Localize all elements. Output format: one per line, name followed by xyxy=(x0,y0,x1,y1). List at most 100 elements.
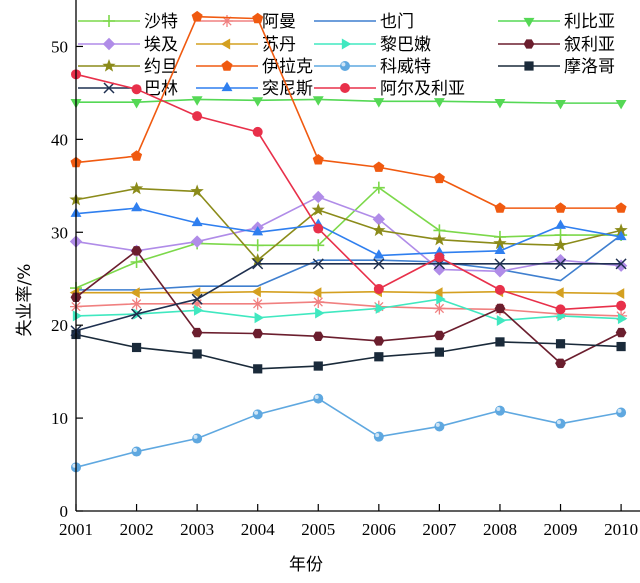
x-tick-label: 2010 xyxy=(604,520,638,539)
data-point xyxy=(555,339,566,349)
data-point xyxy=(494,258,506,270)
legend-label: 阿曼 xyxy=(262,12,296,32)
data-point xyxy=(191,293,203,305)
data-point xyxy=(131,150,143,161)
y-tick-label: 40 xyxy=(51,130,68,149)
x-tick-label: 2004 xyxy=(241,520,276,539)
data-point xyxy=(436,293,446,305)
legend-item: 摩洛哥 xyxy=(498,57,615,77)
data-point xyxy=(434,347,444,357)
legend-marker xyxy=(523,17,535,28)
data-point xyxy=(493,265,507,278)
data-point xyxy=(312,190,325,204)
data-point xyxy=(373,249,385,259)
data-point xyxy=(554,287,564,299)
data-point xyxy=(433,302,446,315)
data-point xyxy=(131,308,143,320)
data-point xyxy=(554,258,567,270)
data-point xyxy=(251,297,264,310)
x-tick-label: 2002 xyxy=(120,520,154,539)
legend-item: 科威特 xyxy=(314,57,431,77)
data-point xyxy=(434,330,445,341)
legend-item: 黎巴嫩 xyxy=(314,35,431,55)
data-point xyxy=(252,97,264,107)
data-point xyxy=(312,239,325,252)
data-point xyxy=(433,263,446,276)
data-point xyxy=(313,393,324,404)
data-point xyxy=(191,216,203,227)
data-point xyxy=(192,111,203,122)
data-point xyxy=(131,84,142,95)
legend-marker xyxy=(103,82,115,94)
legend-item: 苏丹 xyxy=(196,35,296,55)
series-line xyxy=(75,207,622,257)
data-point xyxy=(131,342,142,353)
data-point xyxy=(494,284,505,295)
data-point xyxy=(252,258,264,270)
series-突尼斯 xyxy=(70,201,627,259)
series-line xyxy=(75,73,622,311)
legend-item: 利比亚 xyxy=(498,12,615,32)
data-point xyxy=(131,201,143,212)
data-point xyxy=(615,327,627,338)
data-point xyxy=(252,328,264,339)
data-point xyxy=(615,230,627,241)
legend-label: 巴林 xyxy=(144,79,178,99)
data-point xyxy=(494,303,506,314)
series-line xyxy=(75,301,622,317)
data-point xyxy=(373,336,385,346)
series-阿曼 xyxy=(70,295,628,322)
legend-label: 也门 xyxy=(380,12,414,32)
legend-label: 约旦 xyxy=(144,57,178,77)
data-point xyxy=(616,407,627,418)
data-point xyxy=(251,253,265,266)
data-point xyxy=(190,235,204,248)
series-伊拉克 xyxy=(70,10,627,213)
legend-item: 突尼斯 xyxy=(196,79,313,99)
data-point xyxy=(616,341,626,352)
legend-label: 黎巴嫩 xyxy=(380,35,431,55)
data-point xyxy=(494,202,506,213)
legend-item: 叙利亚 xyxy=(498,35,615,55)
data-point xyxy=(434,252,445,263)
series-巴林 xyxy=(70,258,627,337)
data-point xyxy=(373,283,384,294)
legend-marker xyxy=(102,59,116,72)
data-point xyxy=(131,446,142,457)
legend-item: 约旦 xyxy=(78,57,178,77)
legend-marker xyxy=(221,81,233,92)
series-阿尔及利亚 xyxy=(71,69,627,315)
data-point xyxy=(614,259,628,272)
data-point xyxy=(315,307,325,319)
legend-label: 沙特 xyxy=(144,12,178,32)
data-point xyxy=(312,258,324,270)
y-tick-label: 0 xyxy=(60,502,69,521)
series-摩洛哥 xyxy=(71,329,626,374)
y-tick-label: 30 xyxy=(51,223,68,242)
legend-marker xyxy=(523,39,535,49)
legend-marker xyxy=(103,15,115,27)
data-point xyxy=(495,337,505,347)
data-point xyxy=(493,236,507,250)
data-point xyxy=(311,287,322,299)
x-tick-label: 2006 xyxy=(362,520,396,539)
data-point xyxy=(129,181,144,195)
plot-area xyxy=(69,10,628,473)
data-point xyxy=(494,405,505,416)
x-axis-title: 年份 xyxy=(289,555,323,575)
series-line xyxy=(75,263,622,332)
data-point xyxy=(192,349,202,359)
x-tick-label: 2001 xyxy=(59,520,93,539)
x-tick-label: 2005 xyxy=(301,520,335,539)
data-point xyxy=(312,154,324,165)
data-point xyxy=(131,246,142,256)
data-point xyxy=(192,433,203,444)
data-point xyxy=(615,258,627,270)
data-point xyxy=(253,364,263,374)
series-line xyxy=(75,187,622,261)
data-point xyxy=(375,303,386,314)
axes: 0 10 20 30 40 50 2001 2002 2003 2004 2005 2006 2007… xyxy=(51,0,640,539)
data-point xyxy=(432,232,447,246)
data-point xyxy=(555,219,566,229)
